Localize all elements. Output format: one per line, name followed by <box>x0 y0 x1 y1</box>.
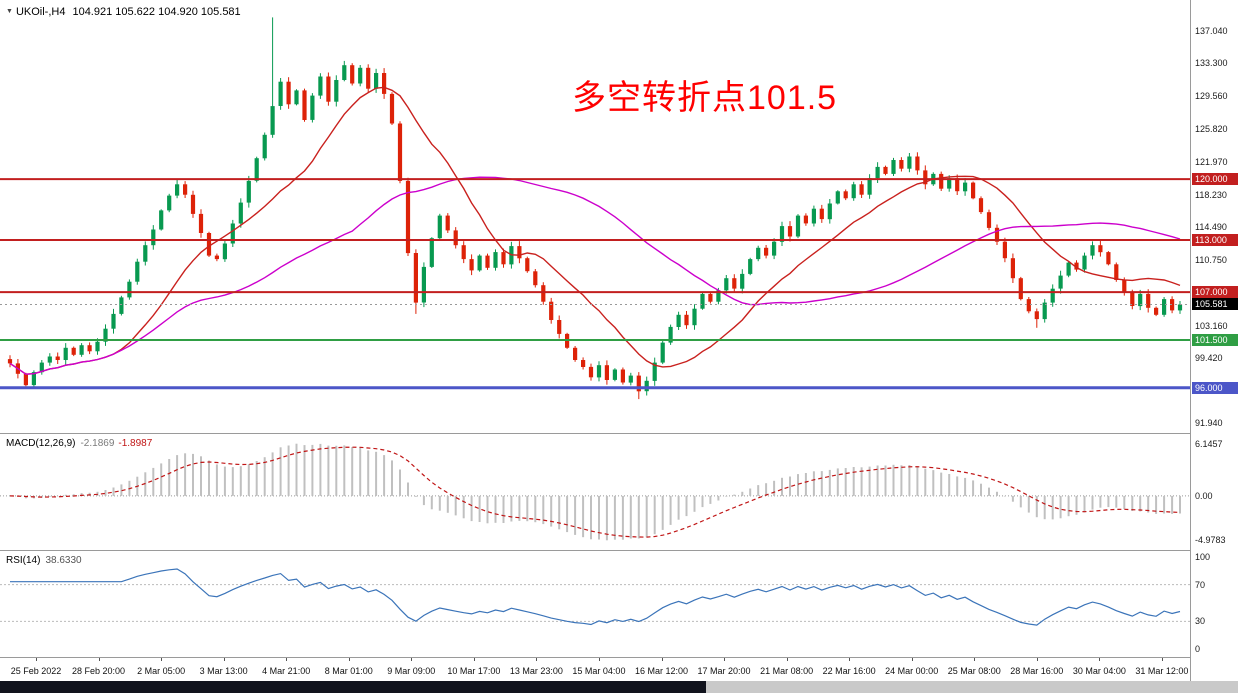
time-tick <box>1161 658 1163 661</box>
taskbar[interactable] <box>0 681 1238 693</box>
rsi-scale-label: 70 <box>1195 579 1206 590</box>
price-tick-label: 125.820 <box>1195 123 1228 134</box>
time-axis-label: 22 Mar 16:00 <box>822 666 876 676</box>
rsi-scale-label: 30 <box>1195 616 1206 627</box>
hline-price-badge: 113.000 <box>1192 233 1238 246</box>
time-axis-label: 15 Mar 04:00 <box>572 666 626 676</box>
hline-price-badge: 120.000 <box>1192 173 1238 186</box>
time-tick <box>911 658 913 661</box>
rsi-value: 38.6330 <box>45 555 82 566</box>
time-axis-label: 9 Mar 09:00 <box>387 666 436 676</box>
time-tick <box>223 658 225 661</box>
price-tick-label: 99.420 <box>1195 353 1223 364</box>
macd-main-value: -2.1869 <box>80 438 115 449</box>
time-axis-label: 17 Mar 20:00 <box>697 666 751 676</box>
symbol-title: UKOil-,H4 <box>15 6 66 18</box>
price-tick-label: 103.160 <box>1195 320 1228 331</box>
symbol-header: ▼ UKOil-,H4 104.921 105.622 104.920 105.58… <box>6 6 241 18</box>
price-tick-label: 114.490 <box>1195 222 1227 233</box>
price-tick-label: 137.040 <box>1195 25 1228 36</box>
time-tick <box>849 658 851 661</box>
macd-indicator-panel[interactable] <box>0 434 1190 550</box>
time-axis-label: 2 Mar 05:00 <box>137 666 186 676</box>
time-tick <box>661 658 663 661</box>
time-tick <box>598 658 600 661</box>
hline-price-badge: 96.000 <box>1192 381 1238 394</box>
hline-price-badge: 107.000 <box>1192 286 1238 299</box>
time-axis[interactable]: 25 Feb 2022 28 Feb 20:00 2 Mar 05:00 3 Mar … <box>0 658 1190 681</box>
time-tick <box>36 658 37 661</box>
rsi-scale-label: 100 <box>1195 552 1211 562</box>
collapse-triangle-icon[interactable]: ▼ <box>6 8 13 15</box>
price-tick-label: 110.750 <box>1195 254 1227 265</box>
time-axis-label: 21 Mar 08:00 <box>760 666 814 676</box>
price-tick-label: 129.560 <box>1195 90 1228 101</box>
time-axis-label: 4 Mar 21:00 <box>262 666 311 676</box>
time-axis-label: 25 Mar 08:00 <box>947 666 1001 676</box>
time-tick <box>98 658 100 661</box>
time-tick <box>473 658 475 661</box>
time-tick <box>348 658 350 661</box>
time-tick <box>724 658 726 661</box>
time-tick <box>1099 658 1101 661</box>
price-tick-label: 133.300 <box>1195 58 1228 69</box>
price-tick-label: 118.230 <box>1195 189 1227 200</box>
macd-header: MACD(12,26,9) -2.1869 -1.8987 <box>6 438 152 449</box>
rsi-indicator-panel[interactable] <box>0 551 1190 657</box>
time-axis-label: 28 Mar 16:00 <box>1010 666 1064 676</box>
rsi-label: RSI(14) <box>6 555 41 566</box>
time-axis-label: 10 Mar 17:00 <box>447 666 501 676</box>
macd-signal-value: -1.8987 <box>118 438 153 449</box>
rsi-header: RSI(14) 38.6330 <box>6 555 82 566</box>
chart-annotation: 多空转折点101.5 <box>572 79 838 117</box>
time-tick <box>536 658 538 661</box>
macd-scale-label: 6.1457 <box>1195 438 1223 449</box>
time-axis-label: 16 Mar 12:00 <box>634 666 689 676</box>
time-axis-label: 30 Mar 04:00 <box>1072 666 1126 676</box>
main-candlestick-chart[interactable] <box>0 0 1190 433</box>
ohlc-values: 104.921 105.622 104.920 105.581 <box>72 6 241 18</box>
time-axis-label: 28 Feb 20:00 <box>72 666 126 676</box>
time-axis-label: 3 Mar 13:00 <box>199 666 248 676</box>
price-tick-label: 121.970 <box>1195 156 1228 167</box>
time-tick <box>786 658 788 661</box>
time-axis-label: 13 Mar 23:00 <box>509 666 563 676</box>
time-tick <box>286 658 288 661</box>
time-tick <box>1036 658 1038 661</box>
time-tick <box>161 658 163 661</box>
macd-scale-label: 0.00 <box>1195 490 1213 501</box>
macd-label: MACD(12,26,9) <box>6 438 76 449</box>
macd-scale-label: -4.9783 <box>1195 535 1226 546</box>
rsi-scale-label: 0 <box>1195 644 1201 654</box>
time-axis-label: 25 Feb 2022 <box>10 666 62 676</box>
hline-price-badge: 101.500 <box>1192 333 1238 346</box>
time-axis-label: 24 Mar 00:00 <box>885 666 939 676</box>
panel-separator <box>0 657 1238 658</box>
price-scale-axis[interactable]: 137.040 133.300 129.560 125.820 121.970 118.2… <box>1190 0 1238 682</box>
current-price-badge: 105.581 <box>1192 298 1238 311</box>
time-tick <box>974 658 976 661</box>
price-tick-label: 91.940 <box>1195 418 1223 429</box>
time-axis-label: 8 Mar 01:00 <box>324 666 373 676</box>
panel-separator <box>0 433 1238 434</box>
time-axis-label: 31 Mar 12:00 <box>1135 666 1189 676</box>
taskbar-dark-segment[interactable] <box>0 681 706 693</box>
time-tick <box>411 658 413 661</box>
panel-separator <box>0 550 1238 551</box>
